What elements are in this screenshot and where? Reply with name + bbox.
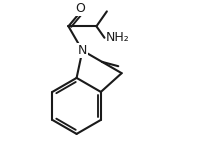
Text: NH₂: NH₂ — [106, 31, 130, 44]
Text: N: N — [78, 44, 87, 57]
Text: O: O — [75, 2, 85, 15]
